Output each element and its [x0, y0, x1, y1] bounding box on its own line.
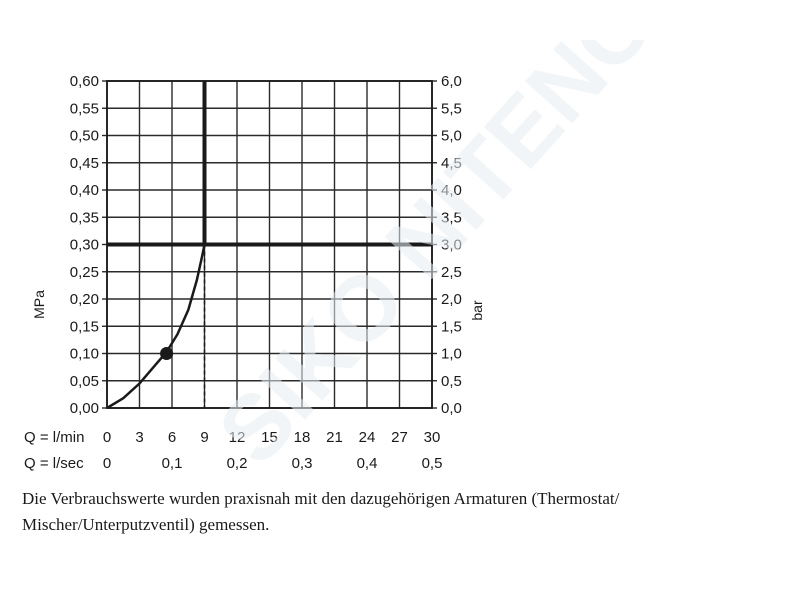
right-tick-label: 0,5: [441, 373, 462, 390]
x-tick-lmin: 30: [424, 429, 441, 446]
left-tick-label: 0,60: [70, 73, 99, 90]
right-tick-label: 1,5: [441, 318, 462, 335]
left-axis-ticks: 0,00 0,05 0,10 0,15 0,20 0,25 0,30 0,35 0,40 0,45…: [70, 73, 99, 417]
left-axis-label: MPa: [31, 290, 47, 319]
x-tick-lmin: 24: [359, 429, 376, 446]
x-tick-lsec: 0,3: [292, 455, 313, 472]
caption-line-2: Mischer/Unterputzventil) gemessen.: [22, 515, 270, 534]
right-tick-label: 4,5: [441, 155, 462, 172]
left-tick-label: 0,50: [70, 128, 99, 145]
x-tick-lmin: 12: [229, 429, 246, 446]
left-tick-label: 0,10: [70, 346, 99, 363]
left-tick-label: 0,55: [70, 100, 99, 117]
right-tick-label: 6,0: [441, 73, 462, 90]
x-tick-lmin: 0: [103, 429, 111, 446]
flow-curve: [106, 244, 206, 410]
x-axis-lmin-label: Q = l/min: [24, 429, 84, 446]
left-tick-label: 0,05: [70, 373, 99, 390]
right-tick-label: 0,0: [441, 400, 462, 417]
x-axis-lsec-label: Q = l/sec: [24, 455, 84, 472]
right-tick-label: 1,0: [441, 346, 462, 363]
x-tick-lmin: 9: [200, 429, 208, 446]
x-tick-lsec: 0,1: [162, 455, 183, 472]
chart-caption: Die Verbrauchswerte wurden praxisnah mit…: [22, 486, 762, 538]
left-tick-label: 0,00: [70, 400, 99, 417]
chart-series: [106, 81, 432, 410]
highlight-point: [160, 347, 174, 360]
x-tick-lmin: 18: [294, 429, 311, 446]
x-tick-lsec: 0: [103, 455, 111, 472]
x-axis-ticks: 0 3 6 9 12 15 18 21 24 27 30 0 0,1 0,2 0,3 0,4 0,5: [103, 429, 443, 472]
left-tick-label: 0,15: [70, 318, 99, 335]
left-tick-label: 0,25: [70, 264, 99, 281]
x-tick-lsec: 0,5: [422, 455, 443, 472]
right-tick-label: 5,0: [441, 128, 462, 145]
right-axis-label: bar: [469, 300, 485, 321]
x-tick-lsec: 0,2: [227, 455, 248, 472]
x-tick-lmin: 15: [261, 429, 278, 446]
caption-line-1: Die Verbrauchswerte wurden praxisnah mit…: [22, 489, 620, 508]
left-tick-label: 0,20: [70, 291, 99, 308]
x-tick-lmin: 3: [135, 429, 143, 446]
left-tick-label: 0,40: [70, 182, 99, 199]
right-tick-label: 2,0: [441, 291, 462, 308]
right-axis-ticks: 0,0 0,5 1,0 1,5 2,0 2,5 3,0 3,5 4,0 4,5 5,0 5,5 6,0: [441, 73, 462, 417]
left-tick-label: 0,45: [70, 155, 99, 172]
right-tick-label: 4,0: [441, 182, 462, 199]
left-tick-label: 0,30: [70, 237, 99, 254]
right-tick-label: 2,5: [441, 264, 462, 281]
right-tick-label: 3,0: [441, 237, 462, 254]
x-tick-lsec: 0,4: [357, 455, 378, 472]
x-tick-lmin: 27: [391, 429, 408, 446]
right-tick-label: 5,5: [441, 100, 462, 117]
x-tick-lmin: 6: [168, 429, 176, 446]
right-tick-label: 3,5: [441, 209, 462, 226]
flow-pressure-chart: 0,000,050,100,150,200,250,300,350,400,45…: [24, 73, 485, 472]
x-tick-lmin: 21: [326, 429, 343, 446]
left-tick-label: 0,35: [70, 209, 99, 226]
